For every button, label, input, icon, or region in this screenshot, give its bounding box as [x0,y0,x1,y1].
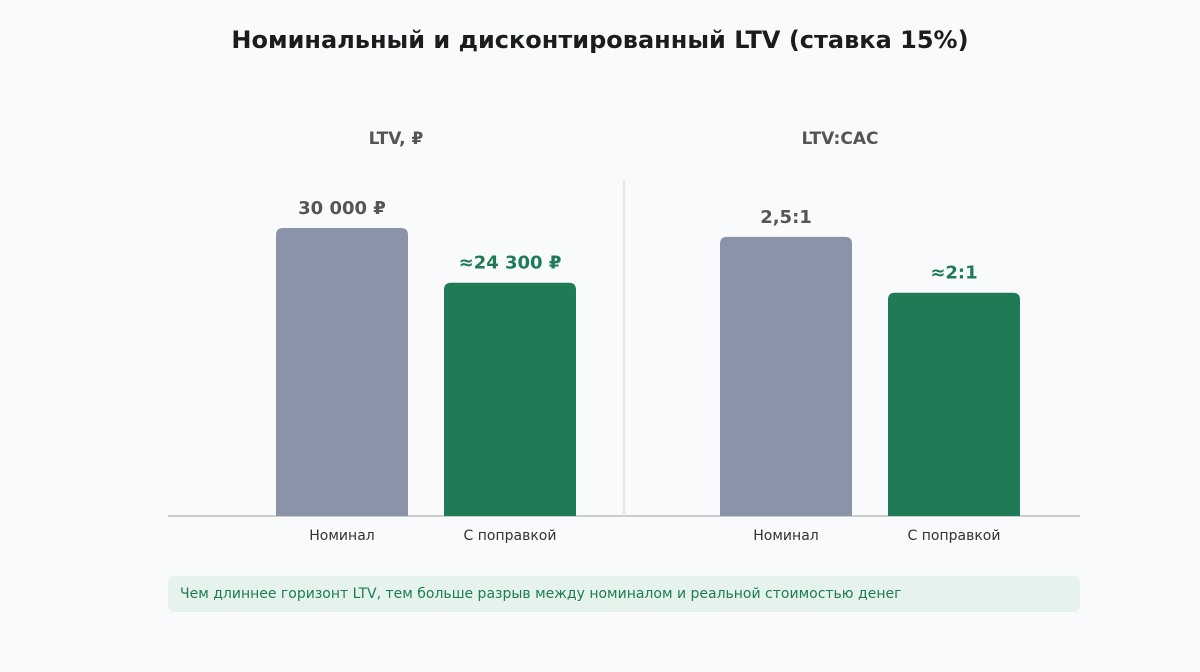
category-label: С поправкой [908,528,1001,544]
category-label: С поправкой [464,528,557,544]
value-label: ≈24 300 ₽ [459,253,562,274]
panel-title: LTV:CAC [802,129,879,149]
note-text: Чем длиннее горизонт LTV, тем больше раз… [180,586,902,602]
value-label: 2,5:1 [760,207,812,228]
note-box: Чем длиннее горизонт LTV, тем больше раз… [168,576,1080,612]
chart-title: Номинальный и дисконтированный LTV (став… [231,26,969,54]
panel-title: LTV, ₽ [369,129,424,149]
value-label: 30 000 ₽ [298,198,386,219]
value-label: ≈2:1 [930,263,977,284]
bar-adjusted [444,282,576,516]
bar-nominal [720,236,852,516]
bar-nominal [276,228,408,516]
bar-adjusted [888,292,1020,516]
category-label: Номинал [309,528,374,544]
category-label: Номинал [753,528,818,544]
